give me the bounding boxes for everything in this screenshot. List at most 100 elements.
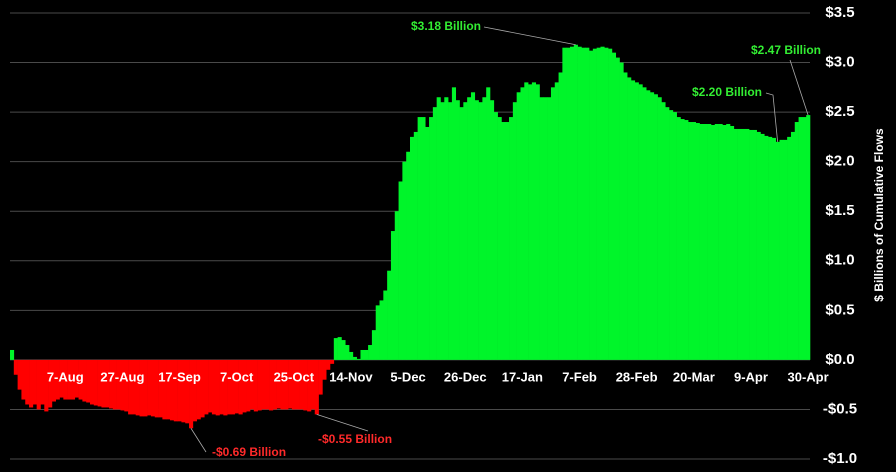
- bar: [429, 117, 434, 360]
- bar: [59, 359, 64, 398]
- bar: [703, 124, 708, 360]
- bar: [589, 50, 594, 360]
- bar: [345, 345, 350, 360]
- bar: [550, 87, 556, 360]
- bar: [192, 359, 197, 422]
- bar: [379, 300, 384, 360]
- bar: [116, 359, 121, 410]
- bar: [288, 359, 293, 409]
- bar: [257, 359, 262, 411]
- bar: [147, 359, 152, 416]
- bar: [695, 123, 700, 360]
- bar: [783, 139, 788, 360]
- bar: [196, 359, 201, 420]
- bar: [425, 126, 430, 360]
- y-tick-label: $2.5: [825, 103, 854, 120]
- bar: [459, 107, 464, 360]
- bar: [322, 359, 327, 380]
- bar: [189, 359, 194, 429]
- labels: -$1.0 -$0.5 $0.0 $0.5 $1.0 $1.5 $2.0 $2.5 $3.0 $3…: [47, 4, 857, 467]
- bar: [154, 359, 159, 418]
- bar: [554, 82, 559, 360]
- bar: [478, 102, 483, 360]
- bar: [78, 359, 83, 400]
- x-tick-label: 30-Apr: [788, 369, 829, 384]
- bar: [158, 359, 163, 418]
- bar: [291, 359, 297, 410]
- bar: [493, 112, 498, 360]
- bar: [611, 52, 617, 360]
- bar: [219, 359, 224, 415]
- bar: [798, 117, 803, 360]
- bar: [566, 47, 571, 360]
- bar: [307, 359, 312, 412]
- bar: [592, 48, 597, 360]
- bar: [596, 47, 601, 360]
- bar: [630, 80, 636, 360]
- bar: [185, 359, 190, 424]
- bar: [356, 358, 361, 360]
- y-tick-label: $0.0: [825, 351, 854, 368]
- x-tick-label: 7-Feb: [562, 369, 597, 384]
- bar: [200, 359, 205, 418]
- bar: [733, 128, 738, 360]
- bar: [341, 340, 346, 360]
- bar: [269, 359, 274, 411]
- bar: [581, 47, 586, 360]
- bar: [162, 359, 167, 420]
- bar: [467, 97, 472, 360]
- bar: [70, 359, 76, 400]
- x-tick-label: 17-Jan: [502, 369, 543, 384]
- bar: [128, 359, 133, 415]
- bar: [771, 137, 777, 360]
- bar: [680, 119, 685, 360]
- bar: [787, 136, 792, 360]
- bar: [638, 84, 643, 360]
- bar: [25, 359, 30, 405]
- bar: [371, 330, 377, 360]
- bar: [524, 82, 529, 360]
- bar: [131, 359, 137, 415]
- bar: [265, 359, 270, 410]
- bar: [539, 97, 544, 360]
- bar: [448, 102, 453, 360]
- y-tick-label: $3.0: [825, 54, 854, 71]
- bar: [756, 131, 761, 360]
- bar: [718, 124, 723, 360]
- bar: [710, 124, 716, 360]
- annotation: $3.18 Billion: [411, 19, 481, 33]
- bar: [82, 359, 87, 402]
- bar: [242, 359, 247, 413]
- bar: [490, 100, 495, 360]
- bar: [368, 345, 373, 360]
- bar: [558, 72, 563, 360]
- bar: [44, 359, 49, 412]
- bar: [299, 359, 304, 410]
- annotation-leader: [483, 26, 576, 46]
- bar: [303, 359, 308, 411]
- bar: [173, 359, 178, 422]
- bar: [13, 359, 18, 375]
- bar: [775, 141, 780, 360]
- bar: [432, 107, 437, 360]
- bar: [230, 359, 236, 415]
- bar: [688, 122, 693, 360]
- bar: [86, 359, 91, 403]
- bar: [436, 97, 441, 360]
- annotation: $2.47 Billion: [751, 43, 821, 57]
- bar: [227, 359, 232, 415]
- bar: [570, 46, 575, 360]
- bar: [310, 359, 316, 410]
- bar: [573, 44, 578, 360]
- annotation-leader: [190, 428, 207, 453]
- bar: [413, 131, 418, 360]
- bar: [402, 161, 407, 360]
- bar: [211, 359, 217, 415]
- x-tick-label: 25-Oct: [274, 369, 315, 384]
- bar: [109, 359, 114, 409]
- bar: [364, 349, 369, 360]
- annotation-leader: [789, 59, 809, 116]
- bar: [440, 102, 445, 360]
- bar: [790, 131, 796, 360]
